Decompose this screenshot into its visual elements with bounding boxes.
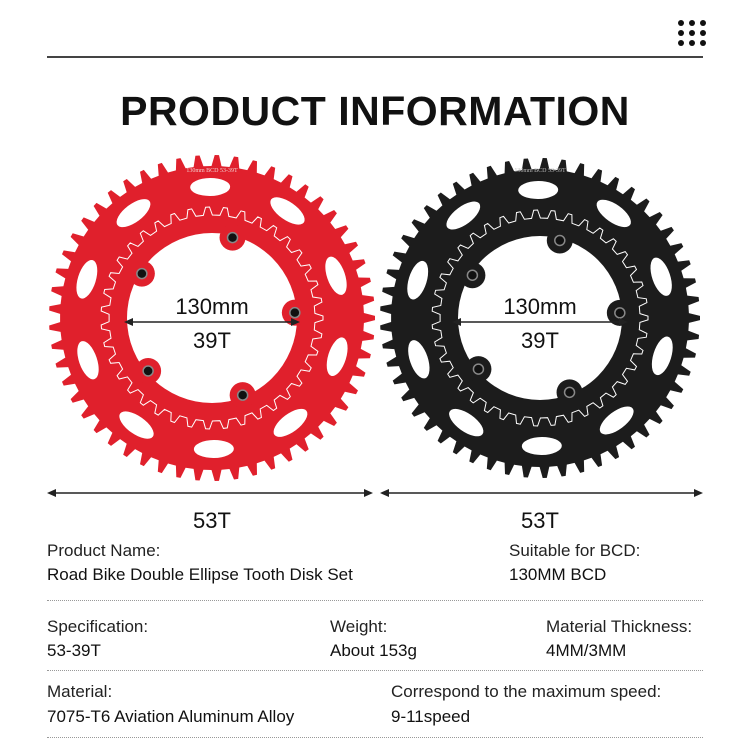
bolt-icon (466, 269, 479, 281)
spec-label: Specification: (47, 617, 149, 636)
bcd-label-black: 130mm (503, 294, 577, 319)
chainring-cutout (518, 181, 559, 200)
chainring-cutout (650, 257, 672, 296)
chainring-center (127, 233, 297, 403)
chainring-cutout (408, 340, 430, 379)
inner-teeth-label-black: 39T (521, 328, 559, 353)
divider (47, 670, 703, 671)
chainring-cutout (77, 341, 99, 380)
chainring-engraving-red: 130mm BCD 53-39T (186, 168, 238, 174)
chainring-cutout (407, 260, 429, 300)
inner-teeth-label-red: 39T (193, 328, 231, 353)
chainring-cutout (119, 411, 154, 439)
chainring-cutout (76, 259, 98, 299)
spec-label: Correspond to the maximum speed: (391, 682, 662, 701)
spec-value: 9-11speed (391, 707, 471, 726)
bolt-icon (472, 363, 485, 375)
divider (47, 737, 703, 738)
spec-label: Product Name: (47, 541, 161, 560)
chainring-cutout (651, 336, 673, 376)
bolt-icon (226, 231, 239, 244)
spec-value: About 153g (330, 641, 417, 660)
chainring-cutout (270, 197, 305, 225)
chainring-cutout (325, 256, 347, 295)
spec-label: Suitable for BCD: (509, 541, 641, 560)
bolt-icon (554, 234, 566, 247)
chainring-cutout (273, 408, 308, 437)
outer-teeth-label-black: 53T (521, 508, 559, 533)
chainring-cutout (449, 408, 484, 437)
outer-teeth-label-red: 53T (193, 508, 231, 533)
bolt-icon (142, 365, 154, 377)
spec-value: 4MM/3MM (546, 641, 627, 660)
spec-value: 130MM BCD (509, 565, 607, 584)
bcd-label-red: 130mm (175, 294, 249, 319)
bolt-icon (289, 306, 301, 319)
grid-dots-icon[interactable] (678, 20, 706, 46)
chainring-cutout (116, 199, 151, 228)
chainring-cutout (193, 439, 234, 458)
spec-value: 53-39T (47, 641, 101, 660)
chainring-cutout (596, 199, 631, 228)
spec-value: Road Bike Double Ellipse Tooth Disk Set (47, 565, 353, 584)
spec-label: Material Thickness: (546, 617, 693, 636)
chainring-engraving-black: 130mm BCD 53-39T (514, 168, 566, 174)
chainring-cutout (446, 201, 481, 230)
spec-label: Material: (47, 682, 113, 701)
spec-label: Weight: (330, 617, 388, 636)
chainring-cutout (599, 406, 634, 435)
spec-value: 7075-T6 Aviation Aluminum Alloy (47, 707, 295, 726)
chainring-cutout (521, 436, 562, 455)
bolt-icon (236, 389, 249, 401)
divider (47, 56, 703, 58)
bolt-icon (136, 267, 148, 280)
bolt-icon (563, 386, 576, 399)
chainring-cutout (326, 337, 348, 377)
chainring-center (458, 236, 622, 400)
page-title: PRODUCT INFORMATION (120, 88, 630, 134)
bolt-icon (614, 307, 626, 319)
divider (47, 600, 703, 601)
chainring-cutout (190, 178, 231, 197)
